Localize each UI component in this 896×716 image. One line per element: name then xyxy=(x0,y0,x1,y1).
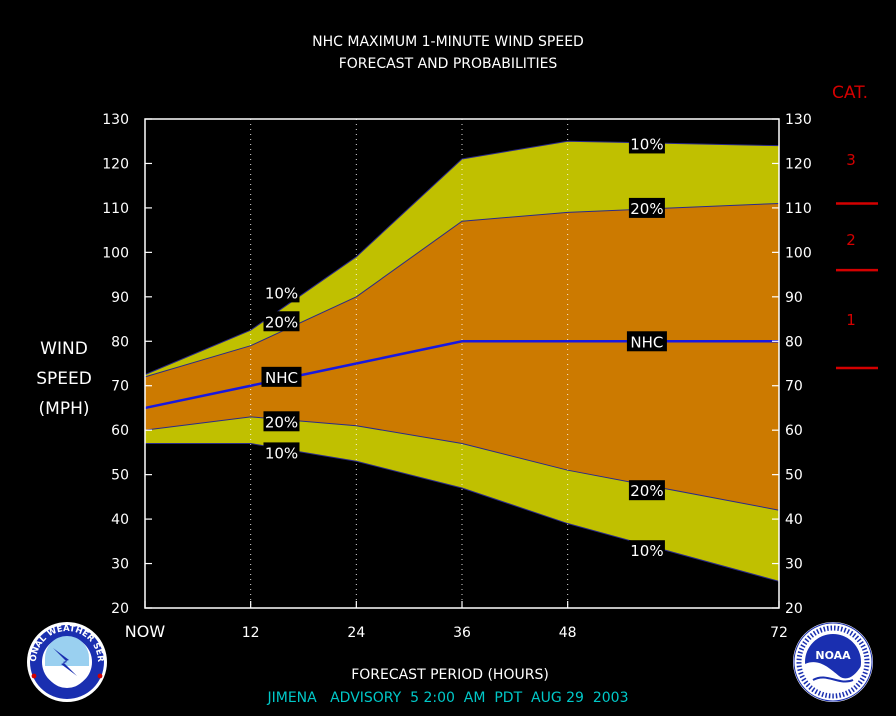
line-label-1: 20% xyxy=(263,311,300,332)
line-label-bg xyxy=(628,540,665,561)
y-tick-label-left: 110 xyxy=(102,201,129,217)
line-label-3: 20% xyxy=(263,411,300,432)
advisory-footer: JIMENA ADVISORY 5 2:00 AM PDT AUG 29 200… xyxy=(267,690,629,706)
y-tick-label-left: 40 xyxy=(111,512,129,528)
line-label-text: 10% xyxy=(630,542,663,560)
x-tick-label: 48 xyxy=(559,625,577,641)
y-tick-label-right: 90 xyxy=(785,290,803,306)
noaa-logo: NOAA xyxy=(793,622,873,702)
line-label-text: NHC xyxy=(630,333,663,351)
y-tick-label-left: 70 xyxy=(111,379,129,395)
nhc-forecast-line xyxy=(144,340,779,410)
line-label-text: 20% xyxy=(265,313,298,331)
probability-bands xyxy=(145,141,779,582)
line-label-2: NHC xyxy=(261,366,302,387)
x-tick-label: 72 xyxy=(770,625,788,641)
line-label-bg xyxy=(628,480,665,501)
series-lines xyxy=(144,140,780,582)
category-scale: 1 2 3 xyxy=(836,151,878,370)
y-axis-right: 20 30 40 50 60 70 80 90 100 110 120 130 xyxy=(772,112,812,617)
y-tick-label-left: 80 xyxy=(111,334,129,350)
y-tick-label-left: 50 xyxy=(111,468,129,484)
y-tick-label-left: 20 xyxy=(111,601,129,617)
y-tick-label-left: 60 xyxy=(111,423,129,439)
line-label-text: 20% xyxy=(265,413,298,431)
line-label-5: 10% xyxy=(628,133,665,154)
category-title: CAT. xyxy=(832,83,868,103)
line-label-bg xyxy=(263,311,300,332)
line-labels: 10% 20% NHC 20% 10% 10% 20% NHC 20% 10% xyxy=(261,133,667,561)
band-edge-1 xyxy=(144,202,780,378)
y-tick-label-right: 60 xyxy=(785,423,803,439)
y-axis-label-2: SPEED xyxy=(36,369,92,389)
band-edge-2 xyxy=(144,416,780,511)
y-tick-label-right: 100 xyxy=(785,245,812,261)
line-label-text: 10% xyxy=(265,284,298,302)
x-tick-label: NOW xyxy=(125,622,166,641)
line-label-text: 10% xyxy=(265,444,298,462)
line-label-4: 10% xyxy=(263,442,300,463)
category-label-2: 2 xyxy=(846,231,856,249)
y-axis-label-1: WIND xyxy=(40,339,88,359)
nws-logo: NATIONAL WEATHER SERVICE xyxy=(27,622,107,702)
line-label-bg xyxy=(263,282,300,303)
y-tick-label-right: 40 xyxy=(785,512,803,528)
y-tick-label-left: 30 xyxy=(111,557,129,573)
line-label-7: NHC xyxy=(626,331,667,352)
y-tick-label-right: 110 xyxy=(785,201,812,217)
y-tick-label-left: 130 xyxy=(102,112,129,128)
line-label-bg xyxy=(261,366,302,387)
y-tick-label-right: 80 xyxy=(785,334,803,350)
chart-title: NHC MAXIMUM 1-MINUTE WIND SPEED xyxy=(312,34,584,50)
y-tick-label-left: 90 xyxy=(111,290,129,306)
line-label-bg xyxy=(263,442,300,463)
y-tick-label-right: 70 xyxy=(785,379,803,395)
line-label-text: 20% xyxy=(630,482,663,500)
x-tick-label: 36 xyxy=(453,625,471,641)
y-tick-label-right: 50 xyxy=(785,468,803,484)
line-label-bg xyxy=(628,197,665,218)
y-tick-label-right: 130 xyxy=(785,112,812,128)
x-axis: NOW 12 24 36 48 72 xyxy=(125,601,788,641)
y-tick-label-right: 120 xyxy=(785,156,812,172)
line-label-text: 10% xyxy=(630,135,663,153)
y-tick-label-left: 120 xyxy=(102,156,129,172)
line-label-bg xyxy=(263,411,300,432)
x-tick-label: 24 xyxy=(347,625,365,641)
line-label-9: 10% xyxy=(628,540,665,561)
y-tick-label-right: 20 xyxy=(785,601,803,617)
line-label-8: 20% xyxy=(628,480,665,501)
line-label-0: 10% xyxy=(263,282,300,303)
y-tick-label-left: 100 xyxy=(102,245,129,261)
line-label-bg xyxy=(626,331,667,352)
band-edge-3 xyxy=(145,443,780,582)
band-edge-0 xyxy=(144,140,780,376)
line-label-bg xyxy=(628,133,665,154)
y-axis-left: 20 30 40 50 60 70 80 90 100 110 120 130 xyxy=(102,112,152,617)
inner-band xyxy=(145,203,779,511)
y-axis-label-3: (MPH) xyxy=(39,399,90,419)
chart-subtitle: FORECAST AND PROBABILITIES xyxy=(339,56,558,72)
category-label-3: 3 xyxy=(846,151,856,169)
x-axis-label: FORECAST PERIOD (HOURS) xyxy=(351,667,549,683)
noaa-logo-text: NOAA xyxy=(815,649,851,662)
y-tick-label-right: 30 xyxy=(785,557,803,573)
line-label-6: 20% xyxy=(628,197,665,218)
line-label-text: 20% xyxy=(630,200,663,218)
x-tick-label: 12 xyxy=(242,625,260,641)
line-label-text: NHC xyxy=(265,369,298,387)
category-label-1: 1 xyxy=(846,311,856,329)
